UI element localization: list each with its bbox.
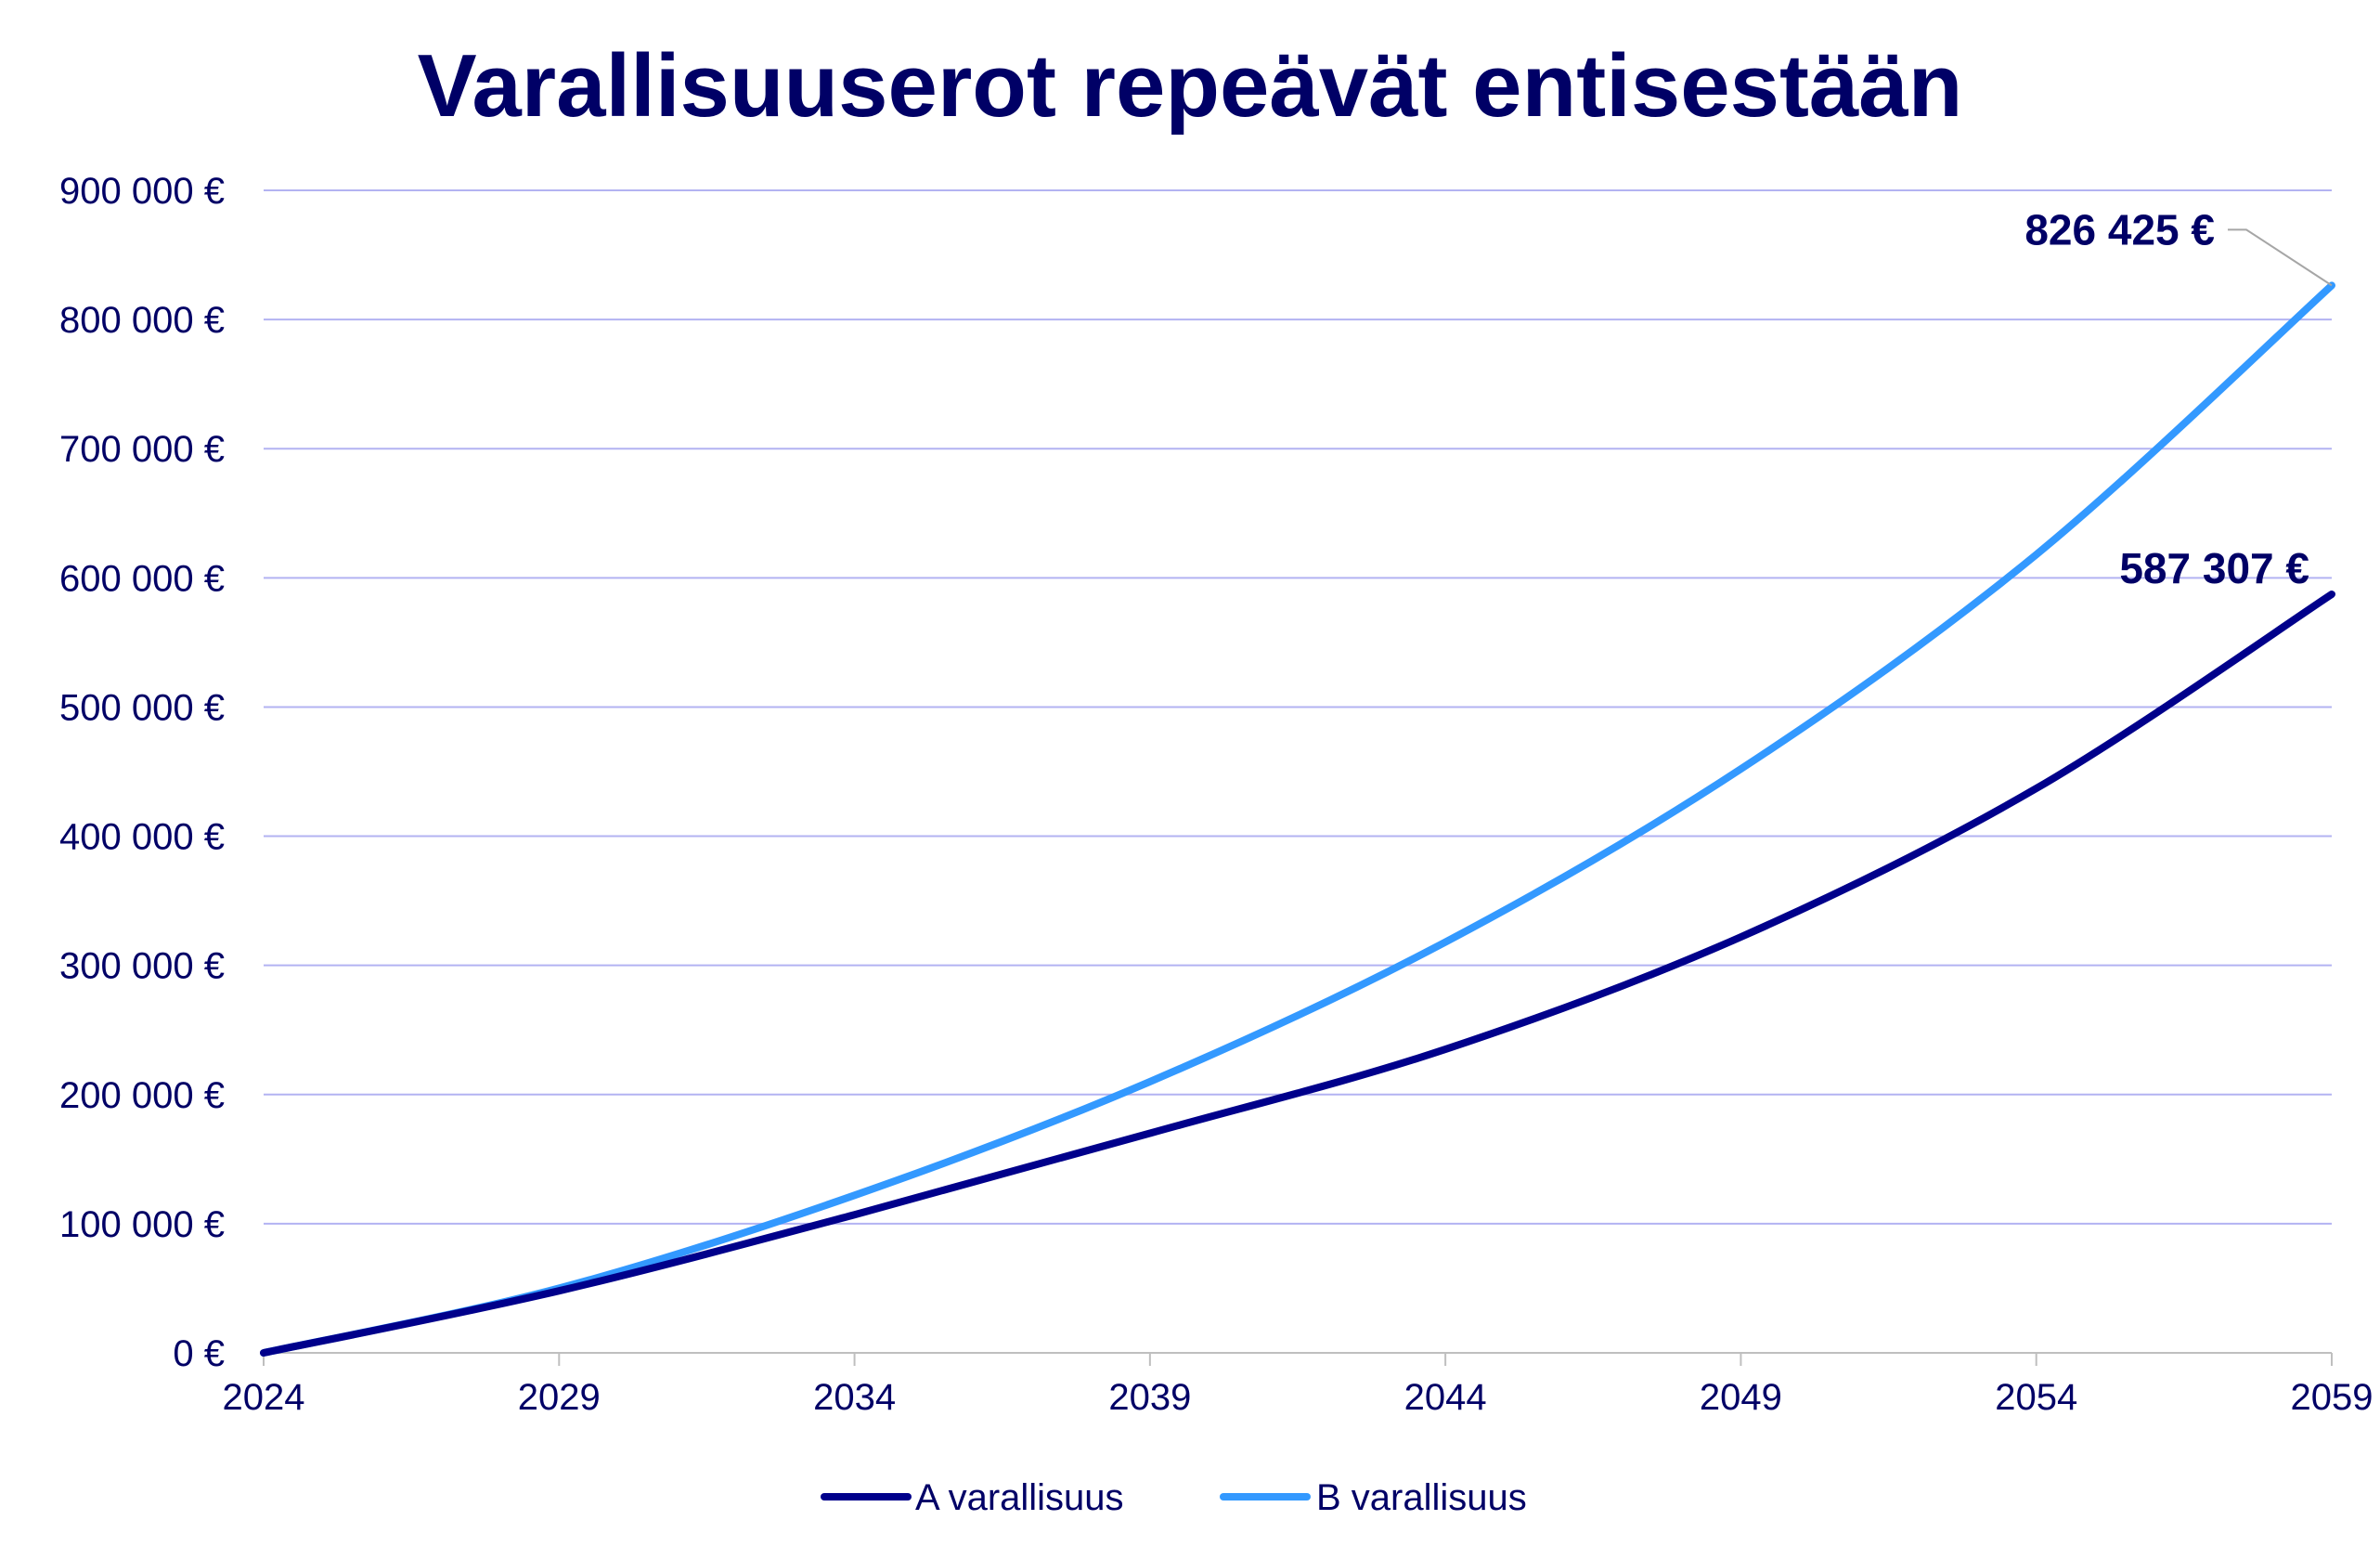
y-tick-label: 900 000 € [59, 171, 225, 212]
series-line-a [260, 591, 2335, 1357]
data-label-leader [2228, 228, 2333, 287]
data-label-a: 587 307 € [2119, 544, 2309, 592]
x-tick-label: 2034 [813, 1377, 896, 1418]
x-tick-label: 2024 [223, 1377, 305, 1418]
x-tick-label: 2049 [1700, 1377, 1782, 1418]
x-tick-label: 2044 [1404, 1377, 1487, 1418]
legend-label-b: B varallisuus [1316, 1477, 1527, 1518]
chart-title: Varallisuuserot repeävät entisestään [417, 36, 1963, 136]
x-tick-label: 2054 [1995, 1377, 2077, 1418]
y-tick-label: 400 000 € [59, 817, 225, 858]
y-tick-label: 800 000 € [59, 300, 225, 341]
y-tick-label: 0 € [173, 1333, 225, 1374]
series-line-b [260, 281, 2335, 1357]
y-tick-label: 200 000 € [59, 1075, 225, 1116]
x-tick-label: 2029 [518, 1377, 601, 1418]
y-tick-label: 300 000 € [59, 946, 225, 987]
x-tick-label: 2039 [1108, 1377, 1191, 1418]
y-tick-label: 600 000 € [59, 558, 225, 599]
data-label-b: 826 425 € [2024, 205, 2215, 253]
x-tick-label: 2059 [2291, 1377, 2374, 1418]
y-tick-label: 100 000 € [59, 1204, 225, 1245]
y-tick-label: 700 000 € [59, 429, 225, 470]
y-tick-label: 500 000 € [59, 687, 225, 728]
legend-label-a: A varallisuus [915, 1477, 1124, 1518]
